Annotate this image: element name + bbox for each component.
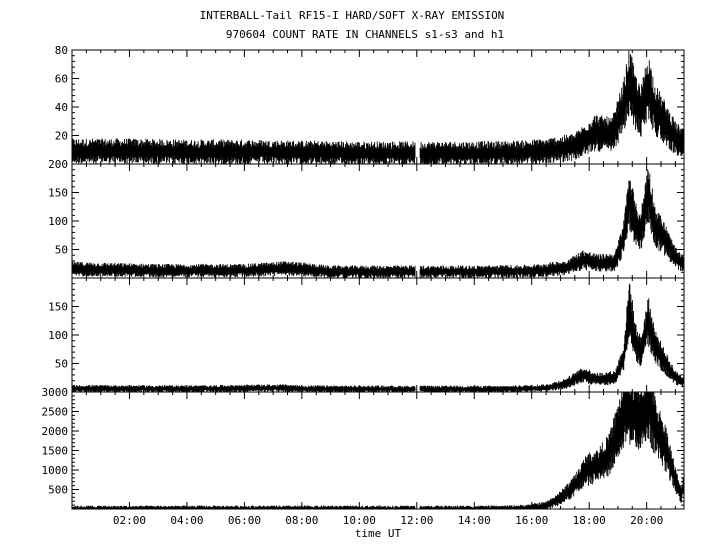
- y-tick-label: 150: [48, 301, 68, 314]
- x-tick-label: 12:00: [400, 514, 433, 527]
- y-tick-label: 500: [48, 484, 68, 497]
- panel-h1-frame: [71, 391, 685, 510]
- y-tick-label: 50: [55, 244, 68, 257]
- y-tick-label: 200: [48, 158, 68, 171]
- series-s2-trace: [71, 169, 685, 278]
- chart-title-line2: 970604 COUNT RATE IN CHANNELS s1-s3 and …: [226, 28, 504, 41]
- x-tick-label: 18:00: [573, 514, 606, 527]
- y-tick-label: 20: [55, 130, 68, 143]
- y-tick-label: 1500: [42, 445, 69, 458]
- y-tick-label: 1000: [42, 464, 69, 477]
- series-h1-trace: [71, 392, 685, 509]
- y-tick-label: 150: [48, 187, 68, 200]
- y-tick-label: 80: [55, 44, 68, 57]
- x-axis-label: time UT: [355, 527, 402, 540]
- y-tick-label: 2000: [42, 425, 69, 438]
- x-tick-label: 06:00: [228, 514, 261, 527]
- x-tick-label: 10:00: [343, 514, 376, 527]
- x-tick-label: 02:00: [113, 514, 146, 527]
- y-tick-label: 60: [55, 73, 68, 86]
- panels: 20 40 60 80 50 100 150 200 50 100 150 500 1000 1500 20…: [42, 44, 685, 527]
- x-tick-label: 16:00: [515, 514, 548, 527]
- x-tick-label: 04:00: [170, 514, 203, 527]
- x-tick-label: 20:00: [630, 514, 663, 527]
- y-tick-label: 50: [55, 358, 68, 371]
- x-tick-label: 08:00: [285, 514, 318, 527]
- x-tick-label: 14:00: [458, 514, 491, 527]
- y-tick-label: 100: [48, 329, 68, 342]
- y-tick-label: 3000: [42, 386, 69, 399]
- y-tick-label: 2500: [42, 406, 69, 419]
- chart-title-line1: INTERBALL-Tail RF15-I HARD/SOFT X-RAY EM…: [200, 9, 505, 22]
- series-s1-trace: [71, 50, 685, 164]
- y-tick-label: 40: [55, 101, 68, 114]
- series-s3-trace: [71, 283, 685, 392]
- y-tick-label: 100: [48, 215, 68, 228]
